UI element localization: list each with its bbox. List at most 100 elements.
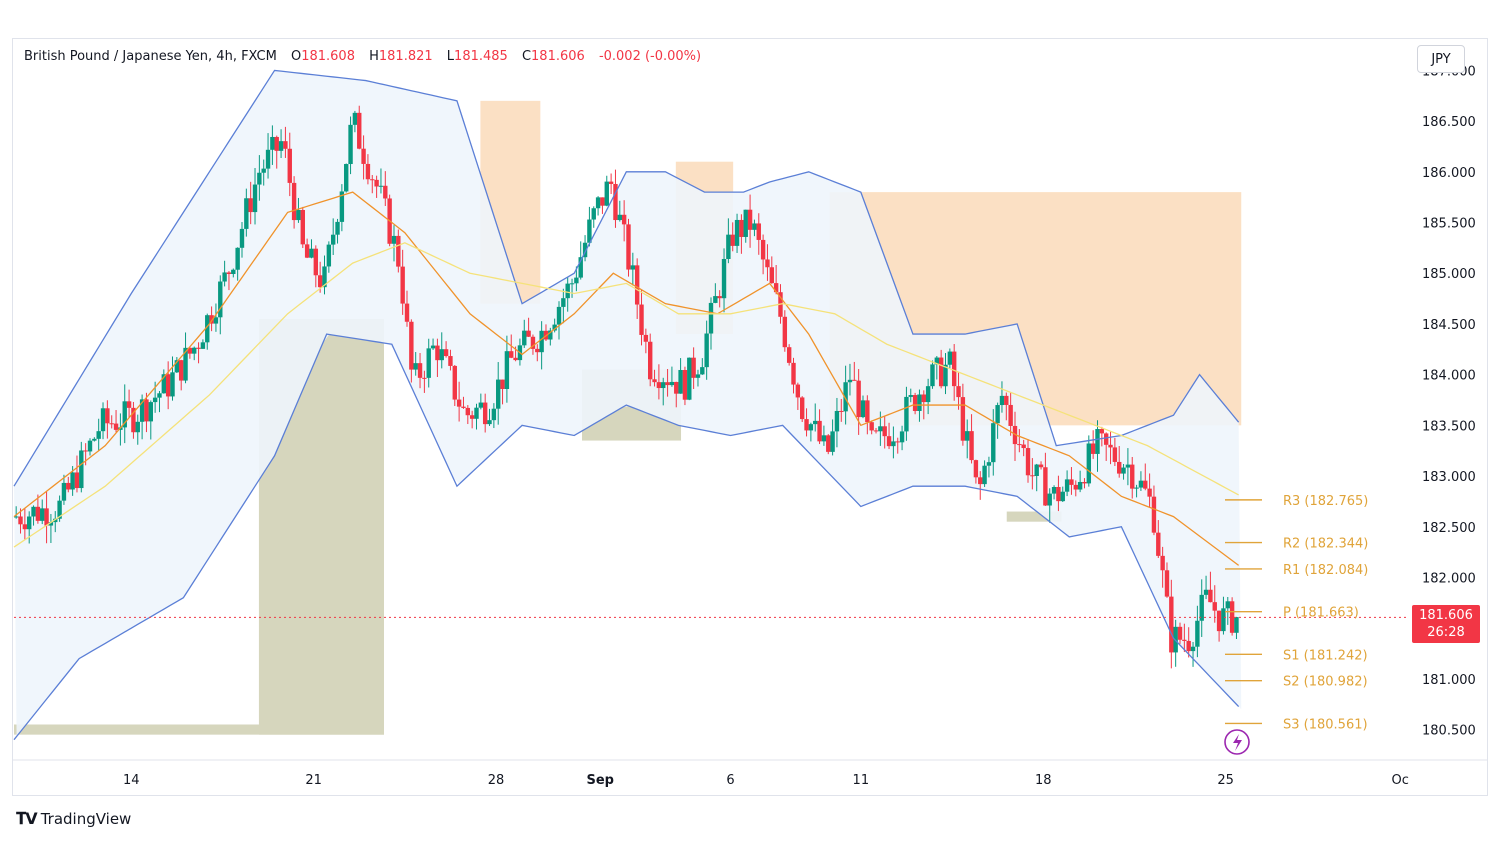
candle-body-58 [265,149,271,169]
candle-body-33 [157,393,162,398]
pivot-label-s1: S1 (181.242) [1283,648,1368,663]
y-tick-label-10: 182.000 [1422,571,1476,586]
bollinger-layer [14,70,1242,737]
candle-body-77 [348,124,353,165]
candle-body-74 [335,221,340,235]
alert-icon[interactable] [1224,729,1250,755]
candle-body-211 [930,364,935,387]
candle-body-134 [595,197,601,209]
candle-body-212 [934,357,940,365]
candle-body-163 [721,258,727,299]
candle-body-274 [1203,589,1209,595]
candle-body-199 [878,426,883,432]
candle-body-109 [487,420,492,425]
pivot-layer: R3 (182.765) R2 (182.344) R1 (182.084) P (1… [1225,494,1368,732]
candle-body-17 [87,440,93,452]
candle-body-54 [248,198,253,213]
candle-body-219 [965,431,970,441]
candle-body-36 [170,372,175,397]
candle-body-94 [422,377,427,379]
candle-body-188 [830,431,835,452]
candle-body-180 [795,384,801,398]
candle-body-140 [621,214,627,225]
candle-body-242 [1064,479,1070,492]
candle-body-215 [947,351,953,365]
high-value: 181.821 [378,49,433,64]
candle-body-238 [1047,493,1052,506]
candle-body-136 [604,181,609,206]
candle-body-210 [925,386,931,403]
candle-body-87 [391,235,397,244]
candle-body-83 [374,179,379,187]
candle-body-14 [74,472,80,489]
candle-body-118 [526,330,531,337]
candle-body-108 [482,402,488,425]
candle-body-55 [252,184,258,213]
y-tick-label-5: 184.500 [1422,318,1476,333]
candle-body-234 [1030,475,1035,477]
close-value: 181.606 [531,49,585,64]
candle-body-125 [556,306,562,325]
candle-body-202 [891,441,896,447]
candle-body-80 [361,148,366,164]
candle-body-2 [22,524,28,530]
candle-body-246 [1082,481,1087,484]
candle-body-221 [973,460,979,478]
indicator-line-bollinger-upper [13,69,1240,487]
candle-body-165 [730,234,735,246]
last-price-tag: 181.606 26:28 [1412,605,1480,643]
candle-body-192 [847,379,853,383]
candle-body-69 [313,248,319,276]
candle-body-273 [1199,594,1204,621]
candle-body-187 [826,435,831,452]
candle-body-267 [1173,626,1178,653]
candle-body-268 [1177,626,1183,640]
tradingview-logo[interactable]: 𝐓V TradingView [16,809,131,829]
currency-button[interactable]: JPY [1417,45,1465,73]
candle-body-191 [843,382,848,412]
bar-countdown: 26:28 [1427,625,1465,640]
candle-body-154 [682,370,688,400]
candle-body-277 [1216,610,1222,632]
candle-body-241 [1060,491,1065,502]
candle-body-65 [296,209,301,221]
candle-body-141 [626,224,631,270]
pivot-label-r1: R1 (182.084) [1283,563,1368,578]
last-price-value: 181.606 [1419,608,1473,623]
candle-body-260 [1143,480,1148,489]
candle-body-30 [144,399,149,422]
candle-body-44 [205,315,210,343]
open-value: 181.608 [301,49,355,64]
candle-body-252 [1108,444,1113,448]
candle-body-264 [1160,555,1165,571]
candle-body-137 [608,181,614,184]
candle-body-95 [426,348,431,378]
y-tick-label-9: 182.500 [1422,521,1476,536]
candle-body-237 [1043,467,1048,506]
candle-body-194 [856,380,861,418]
candle-body-272 [1195,620,1200,647]
x-tick-label-1: 21 [305,773,322,788]
candle-body-126 [561,298,566,307]
candle-body-142 [630,265,636,270]
candle-body-27 [131,407,136,433]
candle-body-76 [344,164,349,192]
candle-body-5 [35,506,41,521]
candle-body-149 [661,382,666,389]
candle-body-20 [100,408,106,432]
candle-body-183 [808,424,814,431]
candle-body-50 [231,269,236,275]
candle-body-240 [1056,487,1061,502]
candle-body-84 [378,185,384,187]
candle-body-189 [834,410,840,432]
candle-body-81 [365,163,371,180]
candle-body-257 [1130,464,1135,489]
pivot-label-r2: R2 (182.344) [1283,537,1368,552]
candle-body-113 [504,351,510,389]
candle-body-91 [409,321,414,370]
candle-body-218 [960,397,966,441]
candle-body-92 [413,363,418,370]
candle-body-256 [1125,464,1131,468]
candle-body-214 [943,364,948,387]
